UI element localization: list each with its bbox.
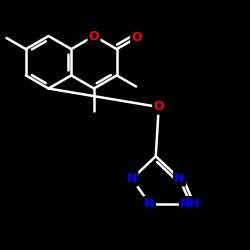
Text: O: O	[132, 31, 142, 44]
Text: N: N	[174, 172, 185, 185]
Text: NH: NH	[180, 197, 201, 210]
Text: N: N	[127, 172, 137, 185]
Text: N: N	[144, 197, 155, 210]
Text: O: O	[89, 30, 99, 43]
Text: O: O	[154, 100, 164, 114]
